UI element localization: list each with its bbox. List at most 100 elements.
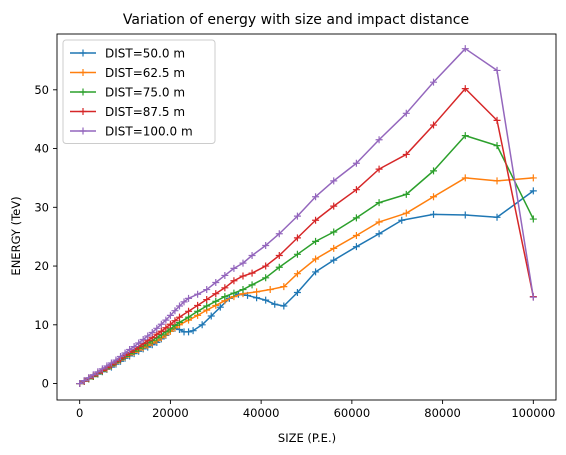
data-point [352,159,360,167]
y-tick-label: 30 [34,200,49,214]
data-point [312,193,320,201]
data-point [117,353,125,361]
legend-box [62,39,216,144]
data-point [330,202,338,210]
data-point [112,356,120,364]
data-point [221,293,229,301]
data-point [352,186,360,194]
data-point [493,177,501,185]
data-point [230,289,238,297]
legend-entry-3: DIST=87.5 m [70,105,185,119]
data-point [121,349,129,357]
data-point [293,288,301,296]
x-axis-label: SIZE (P.E.) [278,431,336,445]
data-point [221,284,229,292]
legend-entry-2: DIST=75.0 m [70,86,185,100]
data-point [430,121,438,129]
data-point [262,241,270,249]
data-point [175,313,183,321]
data-point [375,199,383,207]
data-point [529,293,537,301]
data-point [293,234,301,242]
data-point [280,302,288,310]
data-point [330,256,338,264]
data-point [352,232,360,240]
data-point [135,339,143,347]
plot-area [76,45,537,388]
data-point [275,230,283,238]
data-point [312,216,320,224]
data-point [275,263,283,271]
series-line-0 [79,190,534,385]
data-point [461,211,469,219]
data-point [262,262,270,270]
data-point [461,45,469,53]
y-tick-label: 40 [34,142,49,156]
y-tick-label: 10 [34,318,49,332]
data-point [94,368,102,376]
data-point [239,286,247,294]
data-point [85,374,93,382]
data-point [266,286,274,294]
data-point [352,243,360,251]
data-point [153,330,161,338]
series-line-1 [79,177,534,385]
legend-label: DIST=87.5 m [105,105,185,119]
data-point [198,321,206,329]
legend-marker [79,88,87,96]
y-tick-label: 0 [42,377,49,391]
data-point [248,269,256,277]
series-4 [76,45,537,388]
data-point [275,251,283,259]
legend-marker [79,127,87,135]
data-point [157,327,165,335]
data-point [493,66,501,74]
data-point [185,307,193,315]
data-point [402,150,410,158]
data-point [185,294,193,302]
data-point [312,268,320,276]
data-point [185,328,193,336]
data-point [398,216,406,224]
x-tick-label: 100000 [511,406,555,420]
data-point [529,187,537,195]
data-point [330,244,338,252]
data-point [216,303,224,311]
y-tick-label: 20 [34,259,49,273]
data-point [162,324,170,332]
data-point [76,380,84,388]
data-point [248,281,256,289]
data-point [194,301,202,309]
data-point [253,288,261,296]
data-point [330,228,338,236]
x-tick-label: 0 [76,406,83,420]
data-point [493,213,501,221]
data-point [203,302,211,310]
data-point [185,313,193,321]
data-point [207,312,215,320]
data-point [312,255,320,263]
data-point [221,271,229,279]
data-point [253,294,261,302]
data-point [375,165,383,173]
data-point [239,272,247,280]
legend-marker [79,69,87,76]
data-point [402,190,410,198]
data-point [230,264,238,272]
data-point [330,177,338,185]
data-point [271,300,279,308]
data-point [153,324,161,332]
data-point [430,193,438,201]
data-point [461,85,469,93]
legend-label: DIST=62.5 m [105,66,185,80]
data-point [280,283,288,291]
data-point [293,250,301,258]
data-point [312,237,320,245]
data-point [461,132,469,140]
data-point [493,142,501,150]
data-point [212,279,220,287]
data-point [171,317,179,325]
data-point [203,286,211,294]
legend-entry-4: DIST=100.0 m [70,125,193,139]
